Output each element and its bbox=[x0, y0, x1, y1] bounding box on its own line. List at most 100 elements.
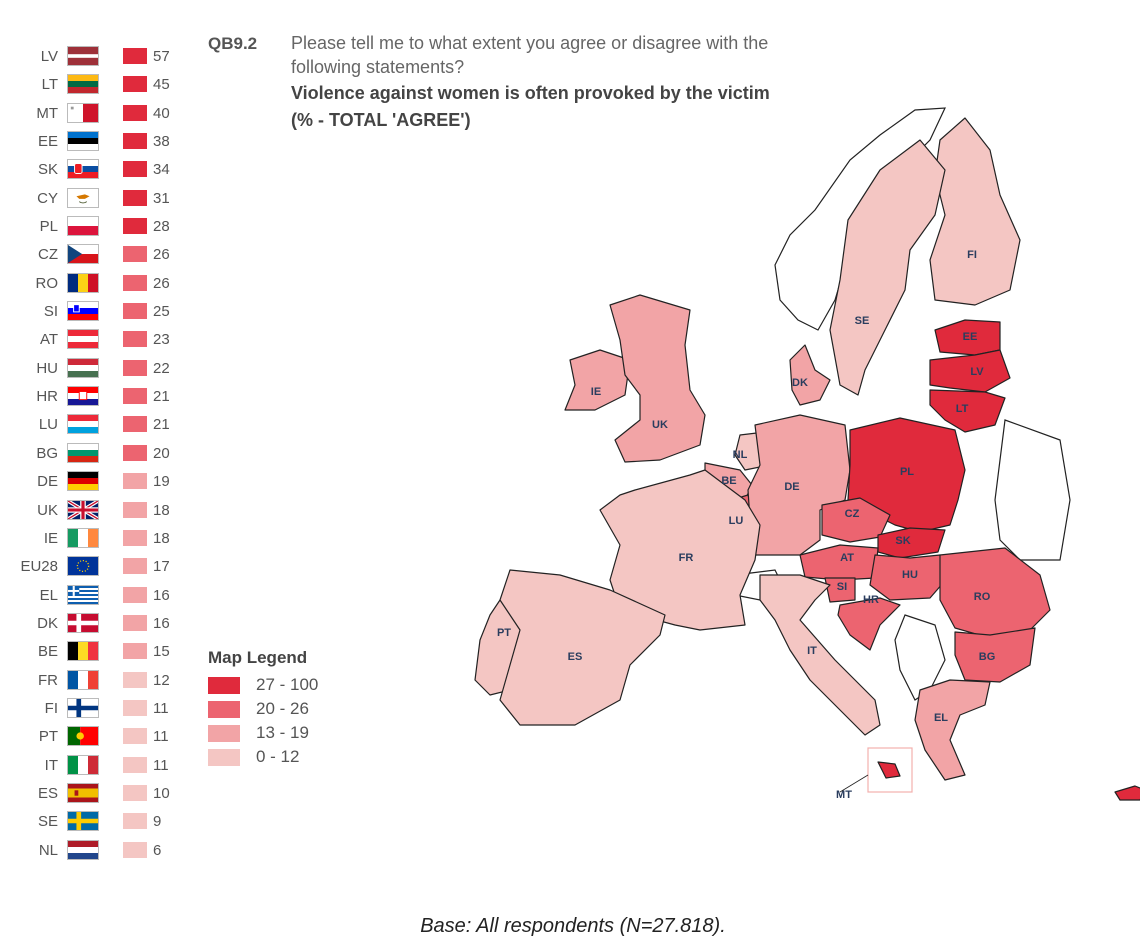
country-code: EL bbox=[39, 586, 58, 604]
country-value: 21 bbox=[153, 388, 170, 406]
value-swatch bbox=[123, 76, 147, 93]
malta-inset-line bbox=[839, 774, 869, 793]
legend-item: 20 - 26 bbox=[208, 698, 368, 722]
country-at bbox=[799, 544, 879, 581]
eu-flag bbox=[67, 556, 99, 577]
country-value: 25 bbox=[153, 303, 170, 321]
ireland-flag bbox=[67, 527, 99, 548]
ranking-row: UK 18 bbox=[0, 496, 190, 524]
value-swatch bbox=[123, 841, 147, 858]
country-pl bbox=[847, 417, 966, 533]
country-code: DK bbox=[37, 614, 58, 632]
country-value: 21 bbox=[153, 416, 170, 434]
country-label-lv: LV bbox=[970, 366, 984, 378]
uk-flag bbox=[67, 499, 99, 520]
country-value: 10 bbox=[153, 784, 170, 802]
germany-flag bbox=[67, 471, 99, 492]
legend-item: 0 - 12 bbox=[208, 746, 368, 770]
country-value: 17 bbox=[153, 558, 170, 576]
country-value: 15 bbox=[153, 643, 170, 661]
country-fr bbox=[599, 469, 761, 631]
spain-flag bbox=[67, 782, 99, 803]
value-swatch bbox=[123, 104, 147, 121]
country-code: FR bbox=[38, 671, 58, 689]
country-label-lu: LU bbox=[729, 515, 744, 527]
austria-flag bbox=[67, 329, 99, 350]
country-se bbox=[829, 139, 946, 396]
malta-inset-frame bbox=[867, 747, 913, 793]
country-code: SE bbox=[37, 813, 58, 831]
ranking-row: DE 19 bbox=[0, 467, 190, 495]
value-swatch bbox=[123, 48, 147, 64]
europe-map: FI SE EE LV LT DK IE UK NL BE LU DE PL CZ SK AT HU SI HR RO… bbox=[474, 107, 1140, 801]
legend-label: 13 - 19 bbox=[256, 723, 309, 742]
country-code: PT bbox=[38, 728, 58, 746]
value-swatch bbox=[123, 274, 147, 291]
country-label-sk: SK bbox=[895, 535, 910, 547]
value-swatch bbox=[123, 501, 147, 518]
country-code: SI bbox=[43, 303, 58, 321]
country-ie bbox=[564, 349, 631, 411]
value-swatch bbox=[123, 161, 147, 178]
greece-flag bbox=[67, 584, 99, 605]
value-swatch bbox=[123, 784, 147, 801]
country-value: 18 bbox=[153, 529, 170, 547]
ranking-row: EE 38 bbox=[0, 127, 190, 155]
country-sk bbox=[877, 527, 946, 559]
country-label-dk: DK bbox=[792, 377, 808, 389]
luxembourg-flag bbox=[67, 414, 99, 435]
ranking-row: FI 11 bbox=[0, 694, 190, 722]
country-value: 11 bbox=[153, 728, 169, 746]
country-value: 11 bbox=[153, 699, 169, 717]
country-label-se: SE bbox=[855, 315, 870, 327]
legend-swatch bbox=[208, 701, 240, 718]
country-value: 9 bbox=[153, 813, 162, 831]
country-value: 18 bbox=[153, 501, 170, 519]
country-code: FI bbox=[44, 699, 58, 717]
ranking-row: EU28 17 bbox=[0, 552, 190, 580]
country-label-cz: CZ bbox=[845, 508, 860, 520]
value-swatch bbox=[123, 813, 147, 830]
legend-item: 27 - 100 bbox=[208, 674, 368, 698]
value-swatch bbox=[123, 728, 147, 745]
ranking-row: PL 28 bbox=[0, 212, 190, 240]
country-code: HU bbox=[36, 359, 58, 377]
country-label-pt: PT bbox=[497, 627, 511, 639]
country-fi bbox=[929, 117, 1021, 306]
malta-flag bbox=[67, 102, 99, 123]
country-label-fi: FI bbox=[967, 249, 977, 261]
country-el bbox=[914, 679, 991, 781]
country-value: 26 bbox=[153, 274, 170, 292]
country-label-bg: BG bbox=[979, 651, 996, 663]
latvia-flag bbox=[67, 46, 99, 66]
ranking-row: NL 6 bbox=[0, 836, 190, 864]
country-de bbox=[747, 414, 851, 556]
country-code: MT bbox=[36, 104, 58, 122]
country-label-lt: LT bbox=[956, 403, 969, 415]
country-code: NL bbox=[38, 841, 58, 859]
estonia-flag bbox=[67, 131, 99, 152]
country-code: DE bbox=[37, 473, 58, 491]
country-si bbox=[824, 577, 856, 603]
value-swatch bbox=[123, 671, 147, 688]
value-swatch bbox=[123, 614, 147, 631]
ranking-row: IE 18 bbox=[0, 524, 190, 552]
country-value: 16 bbox=[153, 614, 170, 632]
value-swatch bbox=[123, 388, 147, 405]
value-swatch bbox=[123, 473, 147, 490]
ranking-row: BE 15 bbox=[0, 637, 190, 665]
country-value: 57 bbox=[153, 48, 170, 65]
country-it bbox=[759, 574, 881, 736]
france-flag bbox=[67, 669, 99, 690]
country-label-at: AT bbox=[840, 552, 854, 564]
ranking-row: LV 57 bbox=[0, 42, 190, 70]
slovenia-flag bbox=[67, 301, 99, 322]
country-code: ES bbox=[37, 784, 58, 802]
question-measure: (% - TOTAL 'AGREE') bbox=[291, 110, 471, 130]
legend-label: 27 - 100 bbox=[256, 675, 319, 694]
country-code: AT bbox=[39, 331, 58, 349]
ranking-row: DK 16 bbox=[0, 609, 190, 637]
romania-flag bbox=[67, 272, 99, 293]
country-code: SK bbox=[37, 161, 58, 179]
legend-label: 0 - 12 bbox=[256, 747, 300, 766]
